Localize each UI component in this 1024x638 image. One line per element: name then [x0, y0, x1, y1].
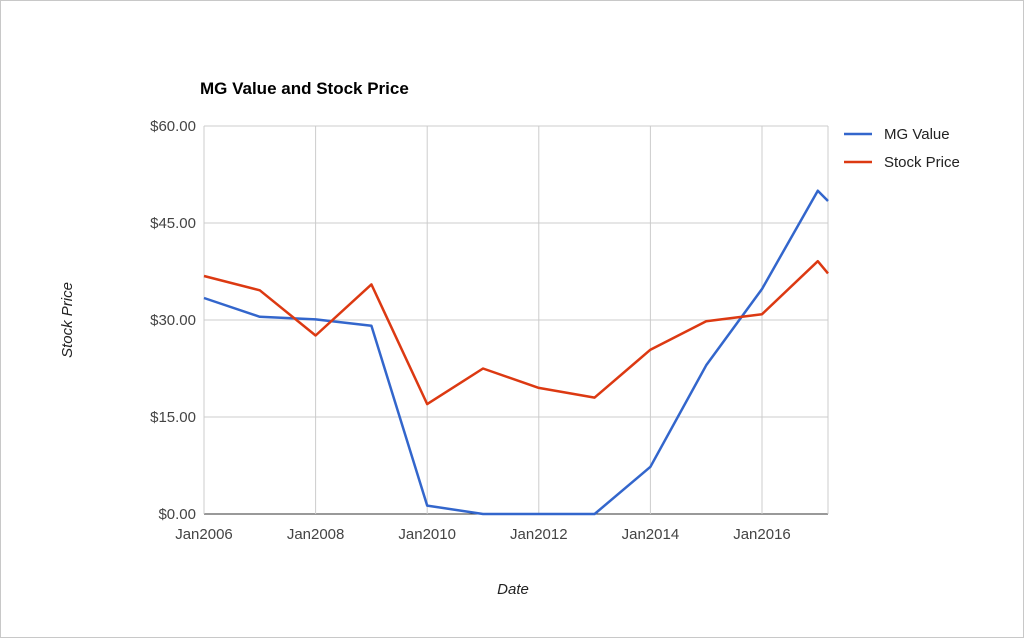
y-tick-label: $0.00	[158, 506, 196, 523]
y-tick-label: $15.00	[150, 409, 196, 426]
y-tick-label: $30.00	[150, 312, 196, 329]
chart-title: MG Value and Stock Price	[200, 79, 409, 98]
gridlines	[203, 125, 829, 515]
series-lines	[203, 189, 829, 516]
y-tick-label: $60.00	[150, 118, 196, 135]
x-tick-label: Jan2016	[733, 526, 791, 543]
series-line-1	[203, 189, 829, 516]
legend-label: MG Value	[884, 126, 950, 143]
x-tick-label: Jan2010	[398, 526, 456, 543]
x-tick-label: Jan2014	[622, 526, 680, 543]
x-tick-label: Jan2008	[287, 526, 345, 543]
y-tick-labels: $0.00 $15.00 $30.00 $45.00 $60.00	[150, 118, 196, 523]
x-tick-labels: Jan2006 Jan2008 Jan2010 Jan2012 Jan2014 Jan20…	[175, 526, 791, 543]
y-tick-label: $45.00	[150, 215, 196, 232]
series-line-2	[203, 259, 829, 406]
y-axis-title: Stock Price	[59, 282, 76, 358]
x-tick-label: Jan2006	[175, 526, 233, 543]
x-tick-label: Jan2012	[510, 526, 568, 543]
legend-label: Stock Price	[884, 154, 960, 171]
x-axis-title: Date	[497, 581, 529, 598]
legend: MG Value Stock Price	[844, 126, 960, 171]
